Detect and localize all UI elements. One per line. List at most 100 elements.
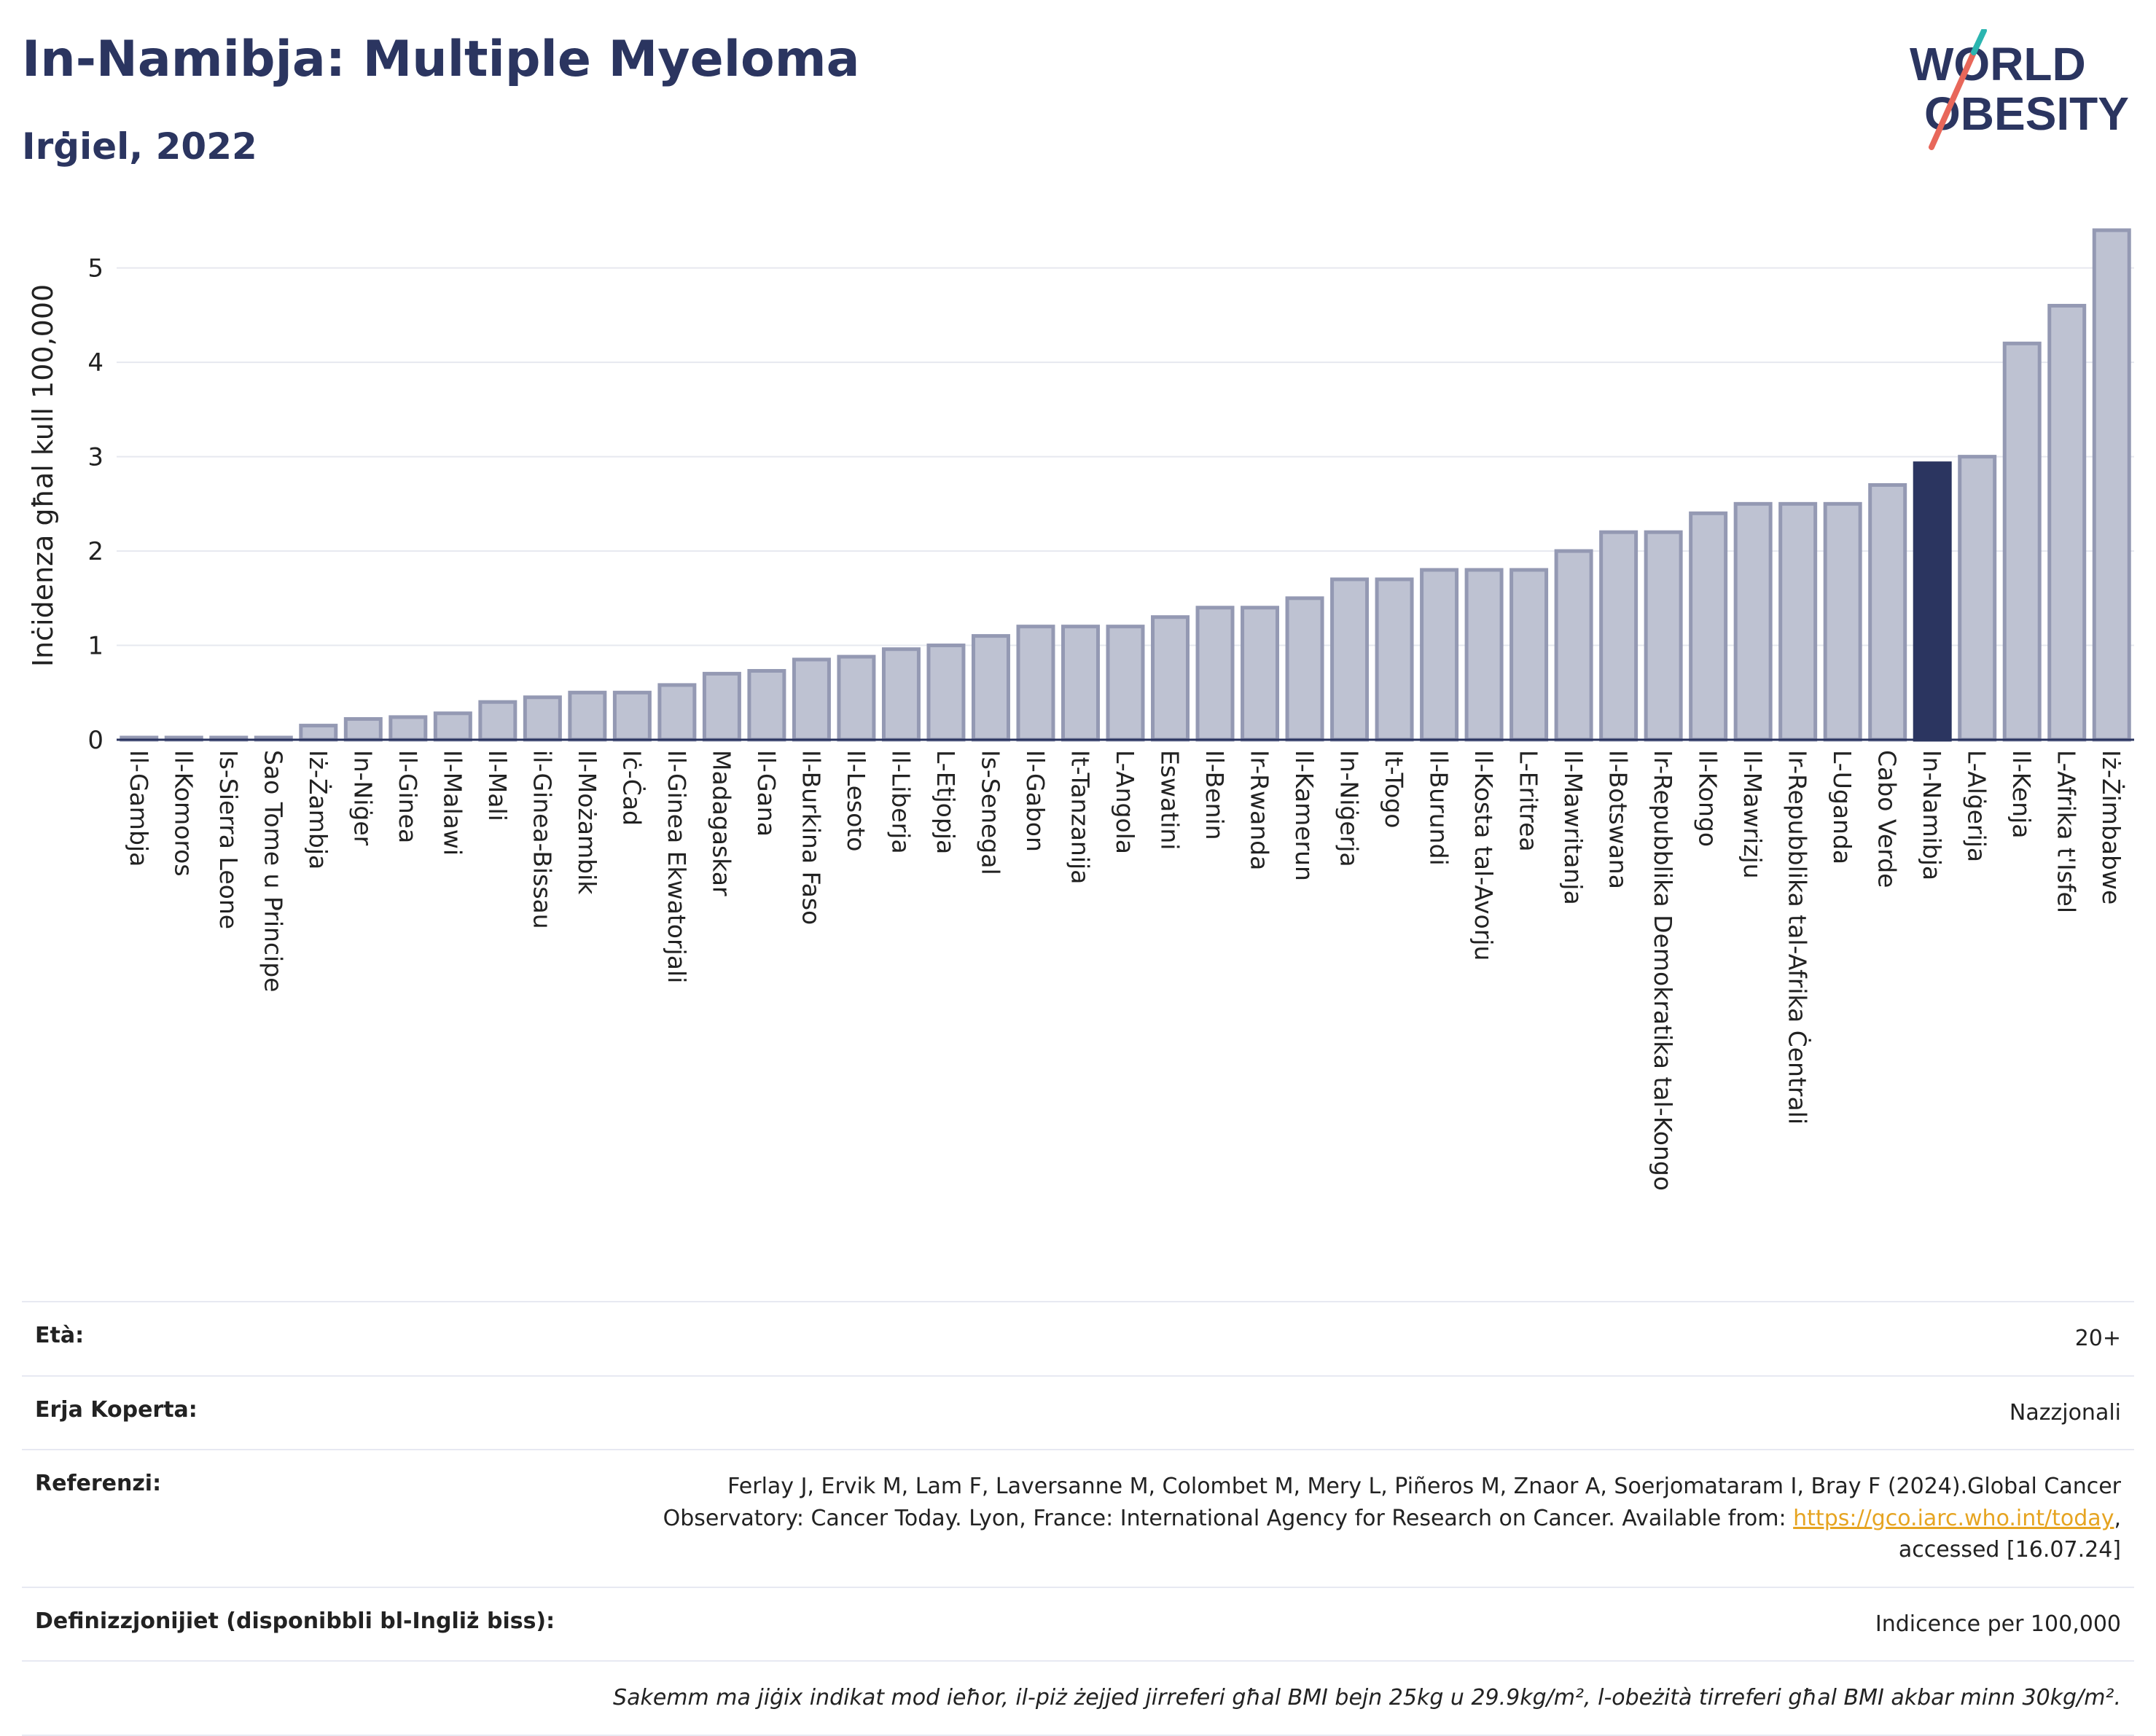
definitions-value: Indicence per 100,000 bbox=[1875, 1611, 2121, 1637]
logo-line-1: WORLD bbox=[1910, 38, 2086, 90]
x-tick-label: Il-Mali bbox=[483, 750, 512, 821]
bar bbox=[1554, 549, 1593, 742]
x-tick-label: Ir-Repubblika Demokratika tal-Kongo bbox=[1649, 750, 1677, 1191]
x-tick-label: In-Namibja bbox=[1918, 750, 1946, 880]
area-value: Nazzjonali bbox=[2009, 1399, 2121, 1426]
x-tick-label: Il-Kongo bbox=[1694, 750, 1722, 847]
bar bbox=[702, 671, 741, 742]
x-tick-label: Iċ-Ċad bbox=[617, 750, 647, 826]
bar bbox=[1778, 501, 1818, 742]
info-row-definitions: Definizzjonijiet (disponibbli bl-Ingliż … bbox=[22, 1586, 2134, 1661]
y-tick-label: 5 bbox=[87, 254, 103, 284]
x-tick-label: Il-Mawrizju bbox=[1738, 750, 1767, 879]
bar bbox=[388, 715, 428, 742]
reference-text-1: Ferlay J, Ervik M, Lam F, Laversanne M, … bbox=[727, 1474, 2121, 1499]
x-tick-label: Il-Możambik bbox=[573, 750, 601, 895]
x-tick-label: Is-Senegal bbox=[976, 750, 1004, 875]
bar bbox=[478, 700, 517, 742]
x-tick-label: L-Eritrea bbox=[1515, 750, 1543, 852]
bar bbox=[1241, 606, 1280, 742]
x-tick-label: Il-Mawritanja bbox=[1559, 750, 1587, 905]
info-table: Età: 20+ Erja Koperta: Nazzjonali Refere… bbox=[22, 1301, 2134, 1736]
references-value: Ferlay J, Ervik M, Lam F, Laversanne M, … bbox=[663, 1471, 2121, 1566]
logo-line-2: OBESITY bbox=[1924, 87, 2129, 140]
bar bbox=[568, 690, 607, 742]
bar bbox=[1733, 501, 1773, 742]
y-tick-label: 0 bbox=[87, 726, 103, 755]
x-tick-label: Sao Tome u Principe bbox=[259, 750, 287, 992]
bar bbox=[1285, 596, 1324, 742]
y-tick-label: 4 bbox=[87, 348, 103, 378]
bar bbox=[1106, 625, 1145, 742]
bar bbox=[2092, 228, 2131, 742]
bar bbox=[612, 690, 652, 742]
x-tick-label: L-Afrika t'Isfel bbox=[2053, 750, 2081, 913]
y-axis-label: Inċidenza għal kull 100,000 bbox=[27, 284, 59, 667]
x-tick-label: In-Niġer bbox=[348, 750, 377, 846]
x-tick-label: Eswatini bbox=[1156, 750, 1184, 850]
bar bbox=[1689, 511, 1728, 742]
x-tick-label: Il-Gambja bbox=[125, 750, 153, 867]
bar bbox=[971, 634, 1010, 742]
x-tick-label: In-Niġerja bbox=[1335, 750, 1364, 867]
bar bbox=[523, 695, 562, 742]
x-tick-label: Iż-Żimbabwe bbox=[2097, 750, 2125, 904]
x-tick-label: Il-Botswana bbox=[1604, 750, 1633, 889]
x-tick-label: Il-Kenja bbox=[2007, 750, 2036, 838]
world-obesity-logo: WORLD OBESITY bbox=[1910, 29, 2129, 150]
x-tick-label: Il-Kosta tal-Avorju bbox=[1469, 750, 1498, 961]
definitions-label: Definizzjonijiet (disponibbli bl-Ingliż … bbox=[35, 1608, 555, 1634]
bar bbox=[837, 654, 876, 742]
x-tick-label: L-Angola bbox=[1111, 750, 1139, 854]
bar bbox=[1868, 482, 1907, 742]
bar bbox=[1599, 530, 1639, 742]
bar bbox=[343, 717, 383, 742]
bar bbox=[747, 668, 786, 742]
bar bbox=[657, 683, 697, 742]
bar bbox=[1823, 501, 1862, 742]
reference-text-2: Observatory: Cancer Today. Lyon, France:… bbox=[663, 1505, 1794, 1531]
bar bbox=[2002, 341, 2042, 742]
x-tick-label: Cabo Verde bbox=[1873, 750, 1902, 888]
bar bbox=[1330, 577, 1370, 742]
x-tick-label: Il-Lesoto bbox=[842, 750, 870, 851]
x-tick-label: Il-Kamerun bbox=[1290, 750, 1319, 881]
bar bbox=[433, 711, 472, 742]
bar-chart: 0 1 2 3 4 5 Inċidenza għal kull 100,000 Il-Gamb… bbox=[27, 228, 2134, 1191]
bar bbox=[1061, 625, 1100, 742]
info-row-age: Età: 20+ bbox=[22, 1301, 2134, 1375]
x-tick-label: Madagaskar bbox=[707, 750, 735, 896]
bar bbox=[1509, 568, 1549, 742]
bar bbox=[1375, 577, 1414, 742]
x-tick-label: Ir-Repubblika tal-Afrika Ċentrali bbox=[1784, 750, 1813, 1125]
bar bbox=[792, 657, 831, 742]
x-tick-label: L-Uganda bbox=[1828, 750, 1856, 864]
x-tick-label: Il-Malawi bbox=[438, 750, 466, 856]
x-tick-label: It-Togo bbox=[1380, 750, 1408, 828]
bar bbox=[1958, 455, 1997, 742]
reference-link[interactable]: https://gco.iarc.who.int/today bbox=[1793, 1505, 2114, 1531]
x-tick-label: Il-Burundi bbox=[1425, 750, 1453, 866]
bar bbox=[1464, 568, 1504, 742]
x-tick-label: Il-Benin bbox=[1200, 750, 1229, 840]
x-tick-label: Il-Gabon bbox=[1021, 750, 1050, 852]
y-tick-label: 2 bbox=[87, 537, 103, 566]
x-tick-label: Il-Komoros bbox=[169, 750, 198, 877]
bar bbox=[299, 724, 338, 742]
info-row-area: Erja Koperta: Nazzjonali bbox=[22, 1375, 2134, 1450]
x-tick-label: Il-Burkina Faso bbox=[797, 750, 825, 925]
age-value: 20+ bbox=[2074, 1326, 2121, 1351]
bar bbox=[926, 644, 966, 742]
bar bbox=[1644, 530, 1683, 742]
x-tick-label: Is-Sierra Leone bbox=[214, 750, 243, 929]
x-tick-label: Il-Gana bbox=[752, 750, 781, 837]
x-tick-label: L-Alġerija bbox=[1963, 750, 1991, 862]
x-tick-label: It-Tanzanija bbox=[1066, 750, 1094, 884]
bar bbox=[1195, 606, 1235, 742]
chart-title: In-Namibja: Multiple Myeloma bbox=[22, 31, 860, 88]
bar bbox=[1420, 568, 1459, 742]
info-row-note: Sakemm ma jiġix indikat mod ieħor, il-pi… bbox=[22, 1660, 2134, 1736]
x-tick-label: Iż-Żambja bbox=[304, 750, 332, 869]
reference-text-3: , bbox=[2114, 1505, 2121, 1531]
bar bbox=[881, 647, 921, 742]
